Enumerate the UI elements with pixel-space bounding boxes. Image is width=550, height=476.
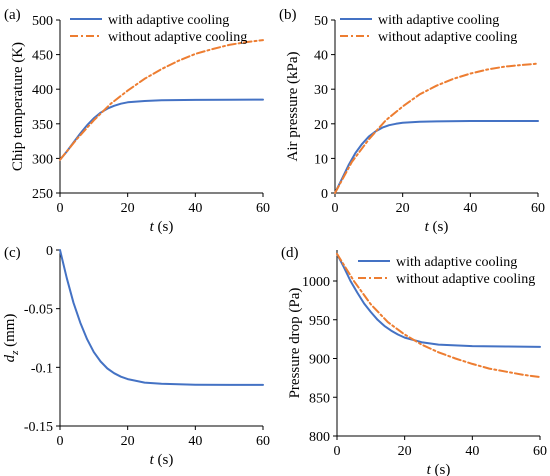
legend-label: with adaptive cooling [396, 255, 517, 270]
y-axis-label: Pressure drop (Pa) [287, 288, 303, 399]
x-axis-label: t (s) [150, 452, 174, 468]
x-tick-label: 60 [533, 444, 547, 459]
x-tick-label: 60 [256, 201, 270, 216]
x-tick-label: 40 [188, 201, 202, 216]
series-line-with-adaptive-cooling [334, 120, 539, 194]
y-axis-label: Chip temperature (K) [10, 42, 26, 171]
legend-label: without adaptive cooling [108, 30, 247, 45]
y-tick-label: 250 [32, 187, 53, 202]
y-tick-label: -0.15 [24, 420, 53, 435]
x-axis-label: t (s) [150, 219, 174, 235]
x-tick-label: 0 [332, 201, 339, 216]
y-tick-label: 1000 [302, 275, 330, 290]
x-tick-label: 0 [57, 201, 64, 216]
y-tick-label: 400 [32, 83, 53, 98]
legend-label: with adaptive cooling [108, 13, 229, 28]
x-tick-label: 0 [334, 444, 341, 459]
x-tick-label: 20 [396, 201, 410, 216]
legend-label: without adaptive cooling [396, 272, 535, 287]
x-tick-label: 20 [121, 201, 135, 216]
y-tick-label: 50 [314, 14, 328, 29]
legend-label: without adaptive cooling [378, 30, 517, 45]
y-tick-label: 0 [321, 187, 328, 202]
legend-label: with adaptive cooling [378, 13, 499, 28]
y-tick-label: 30 [314, 83, 328, 98]
x-tick-label: 20 [398, 444, 412, 459]
y-axis-label: dz (mm) [2, 314, 21, 363]
series-line-without-adaptive-cooling [59, 39, 264, 161]
y-axis-label: Air pressure (kPa) [285, 52, 301, 162]
chart-panel-2: (b) 0 10 20 30 40 50 0 20 40 60 t (s) Air pressure (… [279, 7, 545, 235]
y-tick-label: 900 [309, 353, 330, 368]
panel-label: (c) [4, 245, 21, 261]
y-tick-label: 850 [309, 391, 330, 406]
chart-panel-1: (a) 250 300 350 400 450 500 0 20 40 60 t (s) Chip te… [4, 7, 270, 235]
y-tick-label: 500 [32, 14, 53, 29]
y-tick-label: -0.05 [24, 303, 53, 318]
x-tick-label: 20 [121, 434, 135, 449]
panel-label: (d) [281, 245, 299, 261]
y-tick-label: 450 [32, 49, 53, 64]
y-tick-label: 40 [314, 49, 328, 64]
x-tick-label: 60 [531, 201, 545, 216]
panel-label: (b) [279, 7, 297, 23]
series-line-with-adaptive-cooling [59, 98, 264, 161]
x-axis-label: t (s) [427, 462, 451, 476]
y-tick-label: 800 [309, 430, 330, 445]
chart-panel-4: (d) 800 850 900 950 1000 0 20 40 60 t (s) Pressure … [281, 245, 547, 476]
y-tick-label: 350 [32, 118, 53, 133]
y-tick-label: 300 [32, 152, 53, 167]
y-tick-label: -0.1 [31, 361, 53, 376]
y-tick-label: 20 [314, 118, 328, 133]
y-tick-label: 0 [46, 244, 53, 259]
y-tick-label: 950 [309, 314, 330, 329]
series-line-without-adaptive-cooling [334, 62, 539, 194]
panel-label: (a) [4, 7, 21, 23]
y-tick-label: 10 [314, 152, 328, 167]
x-tick-label: 0 [57, 434, 64, 449]
x-axis-label: t (s) [425, 219, 449, 235]
x-tick-label: 40 [188, 434, 202, 449]
x-tick-label: 40 [465, 444, 479, 459]
series-line-with-adaptive-cooling [59, 249, 264, 386]
series-line-with-adaptive-cooling [336, 252, 541, 348]
x-tick-label: 60 [256, 434, 270, 449]
chart-panel-3: (c) 0 -0.05 -0.1 -0.15 0 20 40 60 t (s) dz (mm) [2, 244, 270, 468]
x-tick-label: 40 [463, 201, 477, 216]
series-line-without-adaptive-cooling [336, 252, 541, 379]
